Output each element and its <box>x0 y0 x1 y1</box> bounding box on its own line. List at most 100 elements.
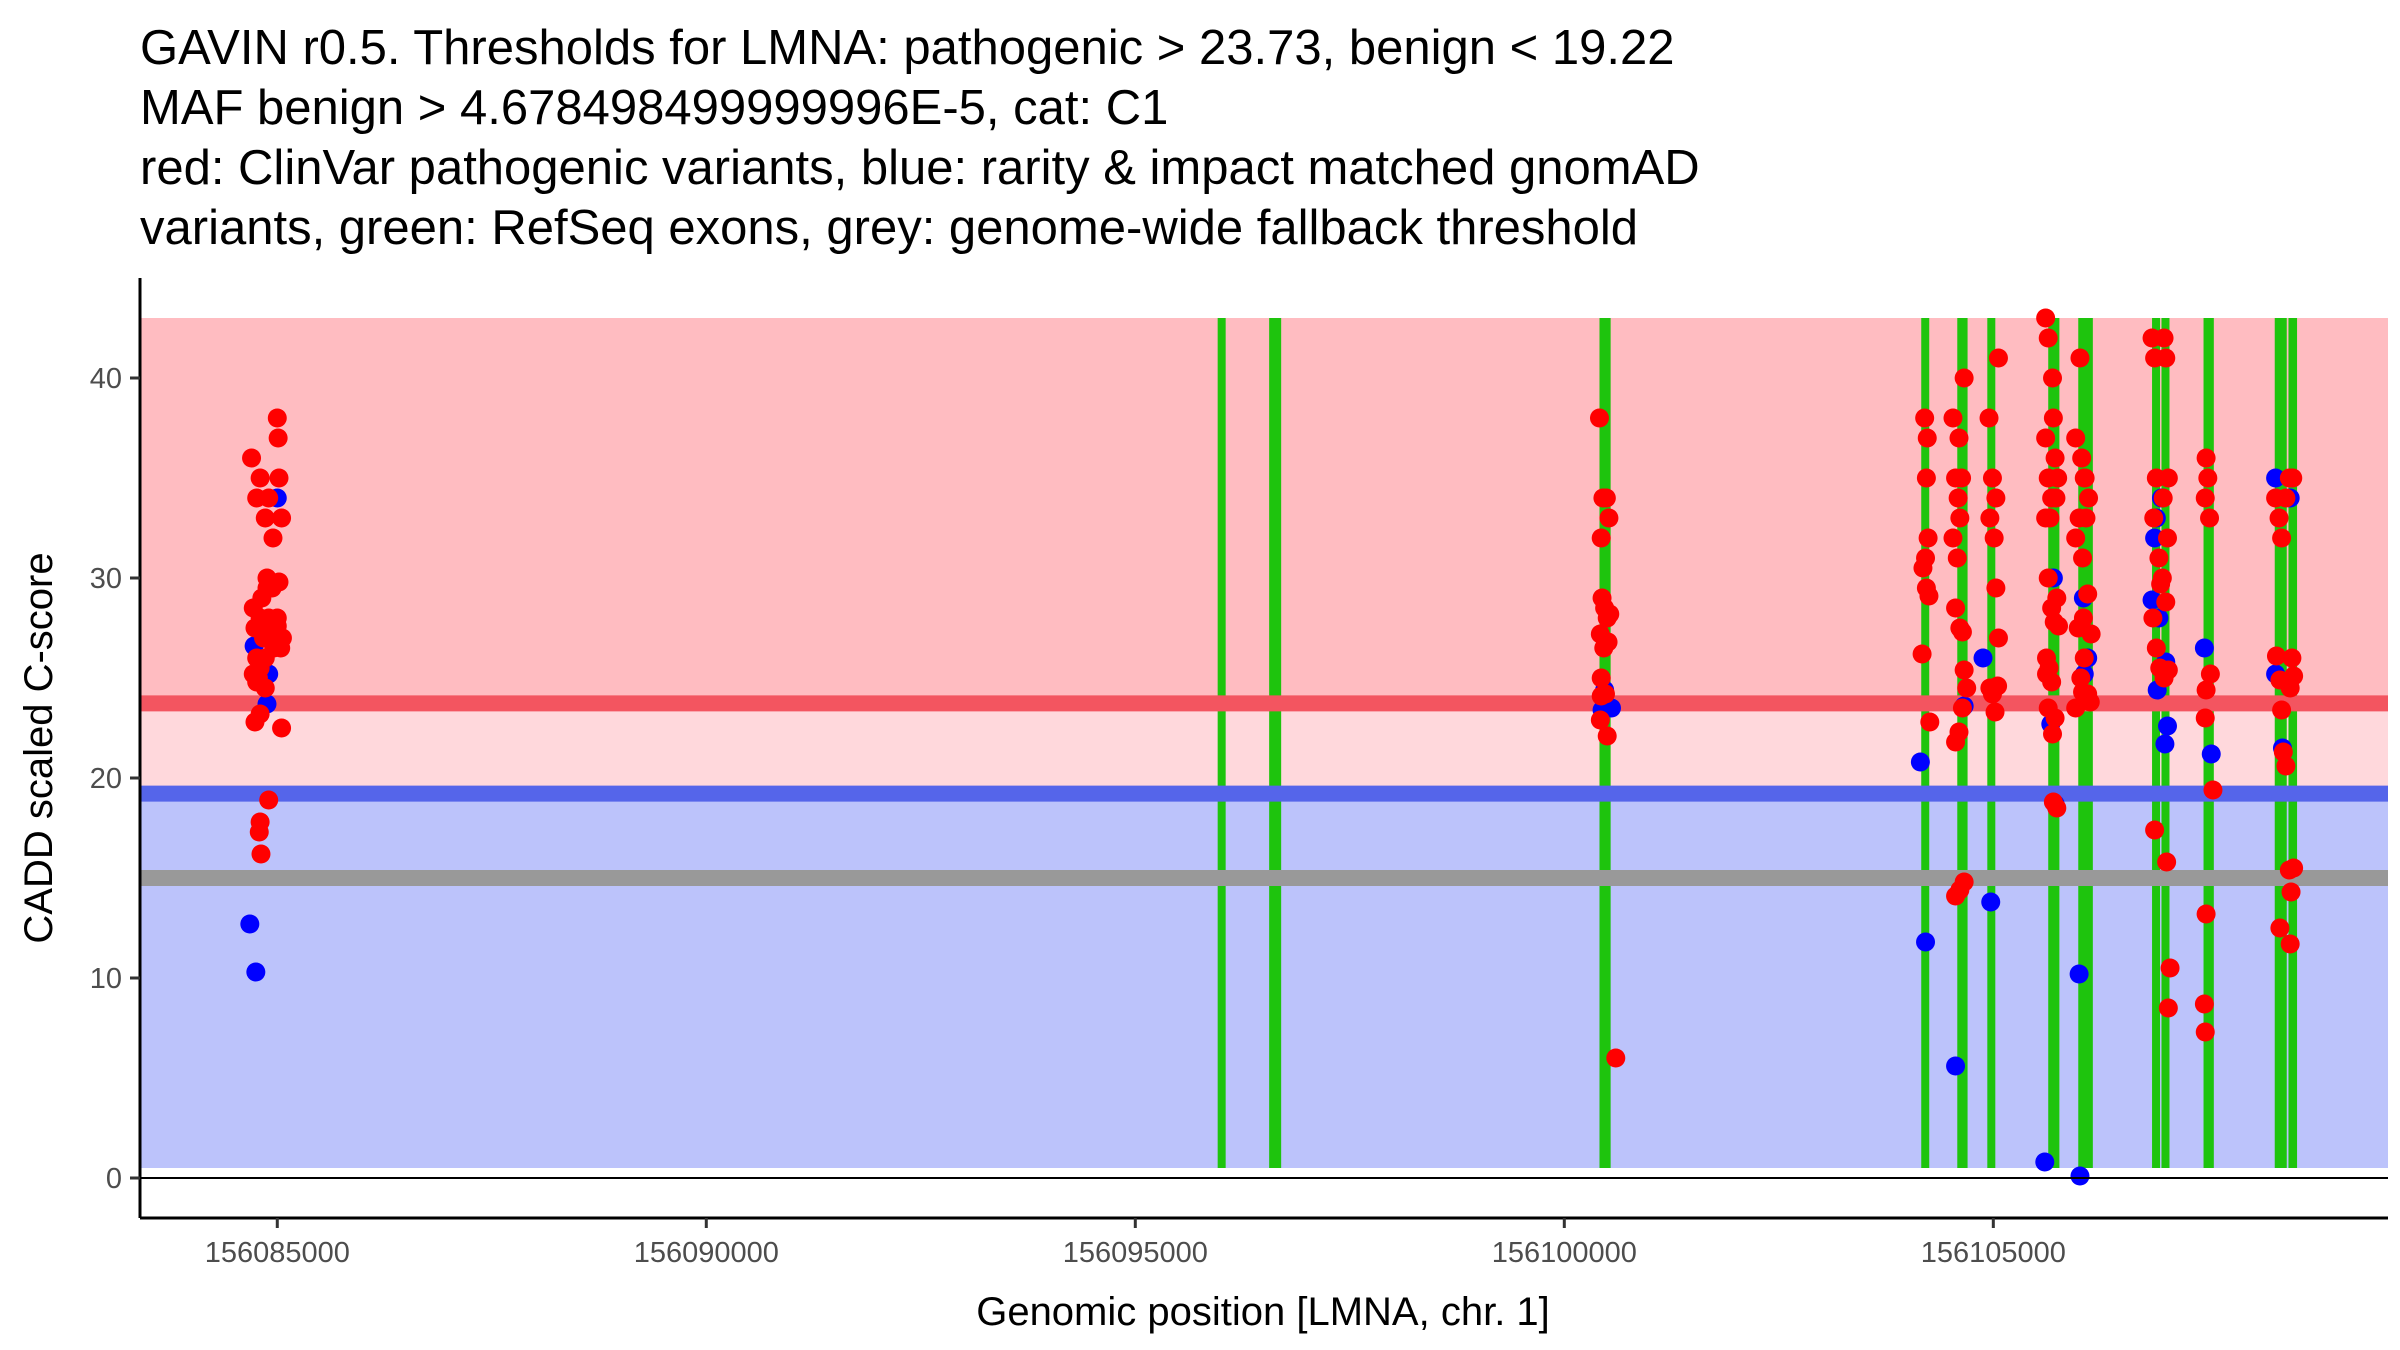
clinvar-point <box>1920 712 1940 732</box>
clinvar-point <box>1600 604 1620 624</box>
gnomad-point <box>2035 1152 2055 1172</box>
benign-band <box>140 793 2388 1168</box>
y-tick-label: 40 <box>90 363 122 395</box>
clinvar-point <box>2036 508 2056 528</box>
clinvar-point <box>1606 1048 1626 1068</box>
clinvar-point <box>1988 676 2008 696</box>
threshold-lines <box>140 695 2388 886</box>
clinvar-point <box>250 468 270 488</box>
gnomad-point <box>2266 468 2286 488</box>
clinvar-point <box>2074 648 2094 668</box>
clinvar-point <box>2037 664 2057 684</box>
clinvar-point <box>2281 882 2301 902</box>
exon-bar <box>1921 318 1930 1168</box>
clinvar-point <box>2081 624 2101 644</box>
intermediate-band <box>140 703 2388 794</box>
exon-bar <box>2288 318 2298 1168</box>
clinvar-point <box>1597 726 1617 746</box>
clinvar-point <box>1591 668 1611 688</box>
clinvar-point <box>1943 528 1963 548</box>
exon-bar <box>1987 318 1996 1168</box>
clinvar-point <box>2157 528 2177 548</box>
clinvar-point <box>250 704 270 724</box>
clinvar-point <box>1599 508 1619 528</box>
clinvar-point <box>2284 858 2304 878</box>
clinvar-point <box>2038 328 2058 348</box>
exon-bar <box>1217 318 1226 1168</box>
clinvar-point <box>1954 660 1974 680</box>
y-tick-label: 20 <box>90 763 122 795</box>
exon-bar <box>1269 318 1282 1168</box>
gnomad-point <box>2069 964 2089 984</box>
clinvar-point <box>2144 508 2164 528</box>
clinvar-point <box>1916 468 1936 488</box>
threshold-bands <box>140 318 2388 1168</box>
clinvar-point <box>2160 958 2180 978</box>
axes: 0 10 20 30 40 156085000 156090000 156095000 1561… <box>90 278 2388 1269</box>
clinvar-point <box>2079 488 2099 508</box>
clinvar-point <box>1952 468 1972 488</box>
y-tick-label: 0 <box>106 1163 122 1195</box>
exon-bar <box>2078 318 2093 1168</box>
clinvar-point <box>2143 608 2163 628</box>
x-tick-label: 156105000 <box>1921 1237 2066 1269</box>
clinvar-point <box>259 790 279 810</box>
gnomad-point <box>246 962 266 982</box>
clinvar-point <box>2196 448 2216 468</box>
clinvar-point <box>2043 368 2063 388</box>
clinvar-point <box>2154 328 2174 348</box>
clinvar-point <box>2200 664 2220 684</box>
clinvar-point <box>2283 468 2303 488</box>
clinvar-point <box>1591 686 1611 706</box>
clinvar-point <box>2282 648 2302 668</box>
clinvar-point <box>2036 308 2056 328</box>
clinvar-point <box>2049 616 2069 636</box>
clinvar-point <box>2048 468 2068 488</box>
clinvar-point <box>1954 368 1974 388</box>
clinvar-point <box>2196 904 2216 924</box>
x-tick-label: 156085000 <box>205 1237 350 1269</box>
clinvar-point <box>1952 698 1972 718</box>
gnomad-point <box>1910 752 1930 772</box>
chart-title-line-3: red: ClinVar pathogenic variants, blue: … <box>140 141 1700 195</box>
gnomad-point <box>240 914 260 934</box>
clinvar-point <box>1988 628 2008 648</box>
clinvar-point <box>2075 468 2095 488</box>
clinvar-point <box>2069 508 2089 528</box>
clinvar-point <box>2276 756 2296 776</box>
clinvar-point <box>1988 348 2008 368</box>
clinvar-point <box>1982 468 2002 488</box>
clinvar-point <box>2070 348 2090 368</box>
pathogenic-band <box>140 318 2388 704</box>
clinvar-point <box>1950 508 1970 528</box>
clinvar-point <box>2270 918 2290 938</box>
clinvar-point <box>2280 678 2300 698</box>
clinvar-point <box>2273 742 2293 762</box>
clinvar-point <box>242 448 262 468</box>
clinvar-point <box>2158 998 2178 1018</box>
clinvar-point <box>269 468 289 488</box>
clinvar-point <box>1947 548 1967 568</box>
clinvar-point <box>1986 488 2006 508</box>
gnomad-point <box>1916 932 1936 952</box>
clinvar-point <box>2043 408 2063 428</box>
clinvar-point <box>1950 880 1970 900</box>
clinvar-point <box>2200 508 2220 528</box>
clinvar-point <box>2045 708 2065 728</box>
gnomad-point <box>2155 734 2175 754</box>
x-tick-label: 156090000 <box>634 1237 779 1269</box>
clinvar-point <box>2272 528 2292 548</box>
clinvar-point <box>272 718 292 738</box>
clinvar-point <box>2149 548 2169 568</box>
clinvar-point <box>272 508 292 528</box>
clinvar-point <box>263 528 283 548</box>
gnomad-point <box>2201 744 2221 764</box>
clinvar-point <box>1916 548 1936 568</box>
gnomad-point <box>1973 648 1993 668</box>
gnomad-point <box>2070 1166 2090 1186</box>
clinvar-point <box>2156 348 2176 368</box>
clinvar-point <box>2073 682 2093 702</box>
clinvar-point <box>259 488 279 508</box>
chart-title-line-4: variants, green: RefSeq exons, grey: gen… <box>140 201 1639 255</box>
clinvar-point <box>2066 698 2086 718</box>
